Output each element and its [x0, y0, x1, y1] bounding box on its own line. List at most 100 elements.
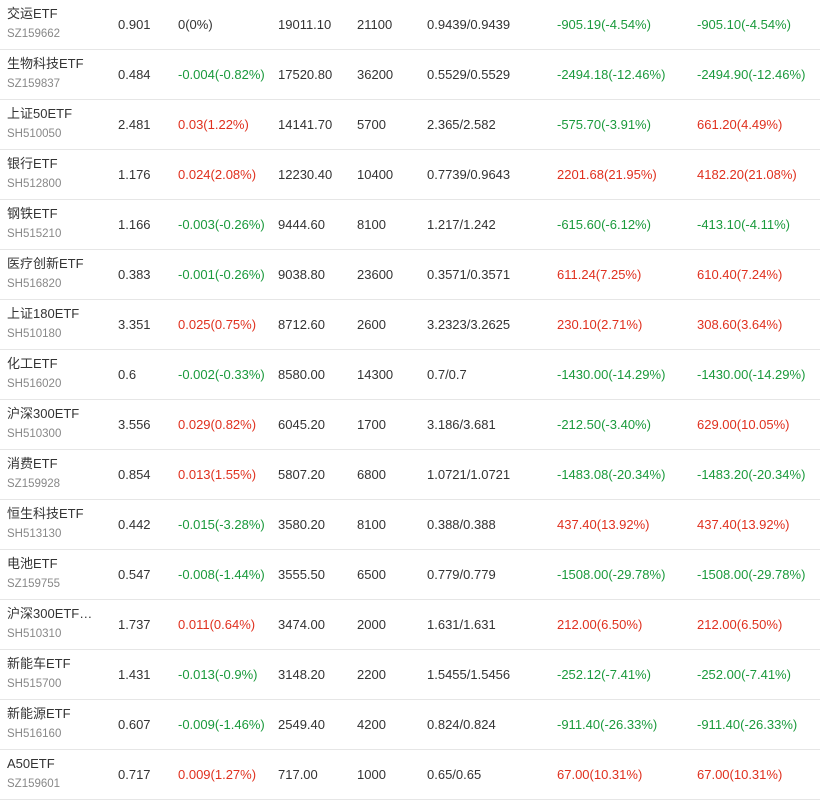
table-row[interactable]: 新能源ETF SH516160 0.607 -0.009(-1.46%) 254… — [0, 700, 820, 750]
fund-name-cell[interactable]: 上证180ETF SH510180 — [7, 300, 107, 349]
share-count: 8100 — [357, 217, 386, 232]
fund-name[interactable]: 新能源ETF — [7, 706, 71, 721]
share-count: 5700 — [357, 117, 386, 132]
share-count: 6500 — [357, 567, 386, 582]
current-price: 0.547 — [118, 567, 151, 582]
table-row[interactable]: 沪深300ETF… SH510310 1.737 0.011(0.64%) 34… — [0, 600, 820, 650]
share-count: 1000 — [357, 767, 386, 782]
table-row[interactable]: 生物科技ETF SZ159837 0.484 -0.004(-0.82%) 17… — [0, 50, 820, 100]
total-pnl: 610.40(7.24%) — [697, 267, 783, 282]
fund-name[interactable]: 恒生科技ETF — [7, 506, 84, 521]
fund-name-cell[interactable]: 银行ETF SH512800 — [7, 150, 107, 199]
fund-name-cell[interactable]: 生物科技ETF SZ159837 — [7, 50, 107, 99]
market-value: 8580.00 — [278, 367, 325, 382]
fund-name[interactable]: 沪深300ETF… — [7, 606, 93, 621]
cost-price: 0.3571/0.3571 — [427, 267, 511, 282]
table-row[interactable]: 化工ETF SH516020 0.6 -0.002(-0.33%) 8580.0… — [0, 350, 820, 400]
fund-code: SZ159601 — [7, 778, 61, 790]
holding-pnl: -615.60(-6.12%) — [557, 217, 651, 232]
current-price: 0.717 — [118, 767, 151, 782]
fund-name[interactable]: 电池ETF — [7, 556, 58, 571]
fund-name-cell[interactable]: A50ETF SZ159601 — [7, 750, 107, 799]
table-row[interactable]: 交运ETF SZ159662 0.901 0(0%) 19011.10 2110… — [0, 0, 820, 50]
total-pnl: -1483.20(-20.34%) — [697, 467, 806, 482]
market-value: 3474.00 — [278, 617, 325, 632]
fund-name[interactable]: 交运ETF — [7, 6, 58, 21]
fund-name[interactable]: 化工ETF — [7, 356, 58, 371]
market-value: 19011.10 — [278, 17, 332, 32]
table-row[interactable]: 消费ETF SZ159928 0.854 0.013(1.55%) 5807.2… — [0, 450, 820, 500]
share-count: 8100 — [357, 517, 386, 532]
current-price: 1.737 — [118, 617, 151, 632]
table-row[interactable]: 沪深300ETF SH510300 3.556 0.029(0.82%) 604… — [0, 400, 820, 450]
total-pnl: -413.10(-4.11%) — [697, 217, 790, 232]
fund-name[interactable]: 沪深300ETF — [7, 406, 80, 421]
total-pnl: -1430.00(-14.29%) — [697, 367, 806, 382]
fund-name-cell[interactable]: 医疗创新ETF SH516820 — [7, 250, 107, 299]
current-price: 0.607 — [118, 717, 151, 732]
price-change: 0.013(1.55%) — [178, 467, 257, 482]
price-change: -0.015(-3.28%) — [178, 517, 265, 532]
fund-name[interactable]: A50ETF — [7, 756, 55, 771]
fund-name-cell[interactable]: 化工ETF SH516020 — [7, 350, 107, 399]
table-row[interactable]: 新能车ETF SH515700 1.431 -0.013(-0.9%) 3148… — [0, 650, 820, 700]
fund-name-cell[interactable]: 电池ETF SZ159755 — [7, 550, 107, 599]
table-row[interactable]: 银行ETF SH512800 1.176 0.024(2.08%) 12230.… — [0, 150, 820, 200]
market-value: 717.00 — [278, 767, 318, 782]
fund-name-cell[interactable]: 恒生科技ETF SH513130 — [7, 500, 107, 549]
holding-pnl: -1483.08(-20.34%) — [557, 467, 666, 482]
holding-pnl: 611.24(7.25%) — [557, 267, 642, 282]
price-change: 0.03(1.22%) — [178, 117, 249, 132]
fund-name-cell[interactable]: 沪深300ETF… SH510310 — [7, 600, 107, 649]
table-row[interactable]: A50ETF SZ159601 0.717 0.009(1.27%) 717.0… — [0, 750, 820, 800]
cost-price: 0.5529/0.5529 — [427, 67, 511, 82]
current-price: 0.6 — [118, 367, 137, 382]
fund-name[interactable]: 医疗创新ETF — [7, 256, 84, 271]
fund-name[interactable]: 消费ETF — [7, 456, 58, 471]
share-count: 1700 — [357, 417, 386, 432]
total-pnl: 437.40(13.92%) — [697, 517, 790, 532]
holding-pnl: 212.00(6.50%) — [557, 617, 643, 632]
cost-price: 1.0721/1.0721 — [427, 467, 511, 482]
current-price: 2.481 — [118, 117, 151, 132]
current-price: 0.484 — [118, 67, 151, 82]
table-row[interactable]: 上证50ETF SH510050 2.481 0.03(1.22%) 14141… — [0, 100, 820, 150]
fund-name-cell[interactable]: 钢铁ETF SH515210 — [7, 200, 107, 249]
fund-name[interactable]: 银行ETF — [7, 156, 58, 171]
fund-name[interactable]: 上证50ETF — [7, 106, 73, 121]
table-row[interactable]: 恒生科技ETF SH513130 0.442 -0.015(-3.28%) 35… — [0, 500, 820, 550]
fund-code: SH516160 — [7, 728, 62, 740]
price-change: 0(0%) — [178, 17, 213, 32]
fund-name-cell[interactable]: 消费ETF SZ159928 — [7, 450, 107, 499]
fund-name-cell[interactable]: 新能源ETF SH516160 — [7, 700, 107, 749]
fund-code: SH515210 — [7, 228, 62, 240]
fund-name[interactable]: 新能车ETF — [7, 656, 71, 671]
fund-name[interactable]: 生物科技ETF — [7, 56, 84, 71]
fund-code: SH510310 — [7, 628, 62, 640]
total-pnl: -2494.90(-12.46%) — [697, 67, 806, 82]
fund-name[interactable]: 上证180ETF — [7, 306, 80, 321]
table-row[interactable]: 电池ETF SZ159755 0.547 -0.008(-1.44%) 3555… — [0, 550, 820, 600]
price-change: -0.002(-0.33%) — [178, 367, 265, 382]
fund-name[interactable]: 钢铁ETF — [7, 206, 58, 221]
fund-name-cell[interactable]: 沪深300ETF SH510300 — [7, 400, 107, 449]
table-row[interactable]: 医疗创新ETF SH516820 0.383 -0.001(-0.26%) 90… — [0, 250, 820, 300]
share-count: 2200 — [357, 667, 386, 682]
total-pnl: -911.40(-26.33%) — [697, 717, 798, 732]
fund-name-cell[interactable]: 上证50ETF SH510050 — [7, 100, 107, 149]
holding-pnl: -1430.00(-14.29%) — [557, 367, 666, 382]
market-value: 3148.20 — [278, 667, 325, 682]
fund-name-cell[interactable]: 交运ETF SZ159662 — [7, 0, 107, 49]
table-row[interactable]: 钢铁ETF SH515210 1.166 -0.003(-0.26%) 9444… — [0, 200, 820, 250]
price-change: 0.029(0.82%) — [178, 417, 257, 432]
total-pnl: 67.00(10.31%) — [697, 767, 783, 782]
cost-price: 3.2323/3.2625 — [427, 317, 511, 332]
share-count: 6800 — [357, 467, 386, 482]
market-value: 2549.40 — [278, 717, 325, 732]
market-value: 3580.20 — [278, 517, 325, 532]
current-price: 0.901 — [118, 17, 151, 32]
table-row[interactable]: 上证180ETF SH510180 3.351 0.025(0.75%) 871… — [0, 300, 820, 350]
market-value: 6045.20 — [278, 417, 325, 432]
fund-name-cell[interactable]: 新能车ETF SH515700 — [7, 650, 107, 699]
